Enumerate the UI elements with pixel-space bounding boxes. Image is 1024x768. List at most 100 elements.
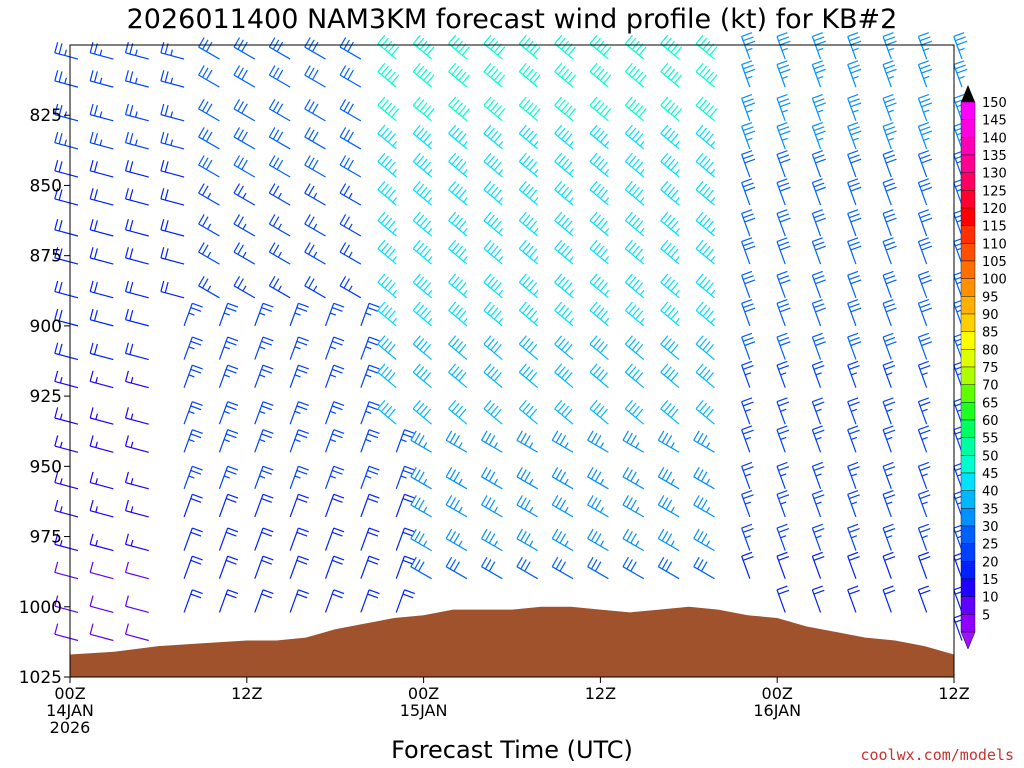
wind-barb-feather	[624, 363, 633, 373]
wind-barb-feather	[160, 160, 165, 171]
wind-barb-feather	[518, 363, 527, 373]
wind-barb-feather	[124, 280, 129, 292]
wind-barb-feather	[451, 155, 460, 165]
wind-barb-feather	[129, 133, 134, 145]
wind-barb-shaft	[410, 439, 432, 453]
colorbar-swatch	[960, 384, 976, 403]
wind-barb-feather	[529, 344, 538, 354]
wind-barb-feather	[486, 304, 495, 314]
wind-barb	[660, 301, 680, 327]
wind-barb-feather	[624, 211, 633, 221]
wind-barb-feather	[631, 68, 640, 78]
wind-barb-feather	[377, 363, 386, 373]
wind-barb-shaft	[811, 527, 822, 551]
y-tick-label: 925	[30, 387, 62, 407]
wind-barb-feather	[667, 68, 676, 78]
wind-barb-feather	[483, 399, 492, 410]
wind-barb-feather	[377, 273, 386, 283]
wind-barb-feather	[455, 307, 463, 317]
wind-barb-feather	[339, 65, 347, 76]
wind-barb-feather	[918, 332, 929, 338]
wind-barb-half-feather	[921, 372, 928, 376]
wind-barb-feather	[190, 340, 202, 346]
wind-barb	[377, 211, 397, 237]
wind-barb-shaft	[953, 36, 963, 60]
wind-barb-shaft	[412, 343, 432, 361]
wind-barb-feather	[198, 242, 205, 253]
wind-barb-shaft	[660, 220, 680, 237]
wind-barb-half-feather	[294, 475, 301, 479]
wind-barb-feather	[884, 589, 896, 595]
wind-barb-half-feather	[675, 169, 680, 175]
wind-barb-feather	[551, 495, 559, 506]
wind-barb-feather	[849, 401, 860, 407]
wind-barb-shaft	[847, 336, 857, 360]
wind-barb-feather	[89, 160, 94, 171]
wind-barb-feather	[776, 122, 788, 127]
wind-barb	[410, 495, 432, 518]
wind-barb-feather	[490, 217, 499, 227]
wind-barb-shaft	[589, 189, 609, 206]
wind-barb-feather	[742, 527, 754, 533]
wind-barb-feather	[815, 217, 826, 223]
wind-barb	[741, 461, 754, 490]
wind-barb-feather	[455, 341, 463, 351]
wind-barb-feather	[418, 561, 425, 572]
wind-barb-half-feather	[744, 535, 752, 539]
x-tick-label: 14JAN	[46, 701, 94, 720]
wind-barb-feather	[493, 71, 502, 81]
wind-barb-feather	[812, 150, 823, 156]
wind-barb-feather	[555, 432, 563, 443]
wind-barb	[268, 127, 291, 150]
wind-barb-feather	[453, 499, 460, 510]
wind-barb-shaft	[445, 566, 468, 580]
wind-barb-half-feather	[604, 140, 610, 147]
wind-barb-feather	[742, 303, 754, 309]
wind-barb-feather	[555, 531, 563, 542]
wind-barb-feather	[778, 336, 790, 342]
wind-barb-feather	[847, 237, 859, 243]
wind-barb-half-feather	[462, 228, 468, 234]
wind-barb-feather	[705, 344, 714, 354]
wind-barb-feather	[850, 186, 862, 192]
wind-barb-half-feather	[99, 111, 103, 118]
wind-barb-feather	[333, 493, 345, 499]
wind-barb-shaft	[622, 538, 645, 552]
wind-barb	[847, 523, 860, 551]
wind-barb-half-feather	[781, 47, 788, 52]
wind-barb-shaft	[198, 108, 220, 122]
wind-barb	[289, 493, 309, 518]
wind-barb-feather	[849, 556, 860, 561]
wind-barb-shaft	[90, 170, 114, 178]
wind-barb-shaft	[304, 74, 326, 88]
wind-barb-feather	[884, 527, 896, 533]
wind-barb-feather	[58, 43, 63, 55]
wind-barb-feather	[744, 130, 756, 136]
wind-barb	[554, 152, 574, 178]
wind-barb-feather	[423, 220, 432, 230]
wind-barb-feather	[384, 68, 393, 78]
wind-barb-feather	[667, 341, 676, 351]
wind-barb-feather	[298, 302, 309, 308]
wind-barb-half-feather	[569, 228, 574, 234]
wind-barb	[339, 275, 362, 299]
wind-barb-feather	[237, 67, 244, 78]
wind-barb-feather	[693, 556, 700, 567]
wind-barb-feather	[779, 40, 791, 46]
wind-barb-feather	[451, 99, 460, 109]
wind-barb-feather	[628, 127, 637, 137]
wind-barb	[882, 461, 896, 490]
wind-barb-feather	[529, 189, 538, 199]
wind-barb-feather	[490, 405, 499, 415]
wind-barb-feather	[919, 126, 931, 132]
wind-barb-feather	[813, 126, 825, 132]
wind-barb	[622, 528, 645, 552]
wind-barb	[811, 585, 825, 613]
wind-barb-shaft	[445, 538, 468, 552]
wind-barb	[847, 299, 862, 327]
wind-barb	[410, 466, 432, 490]
wind-barb	[847, 209, 862, 237]
wind-barb-feather	[554, 62, 563, 73]
wind-barb-shaft	[695, 310, 715, 327]
wind-barb-feather	[423, 105, 432, 115]
